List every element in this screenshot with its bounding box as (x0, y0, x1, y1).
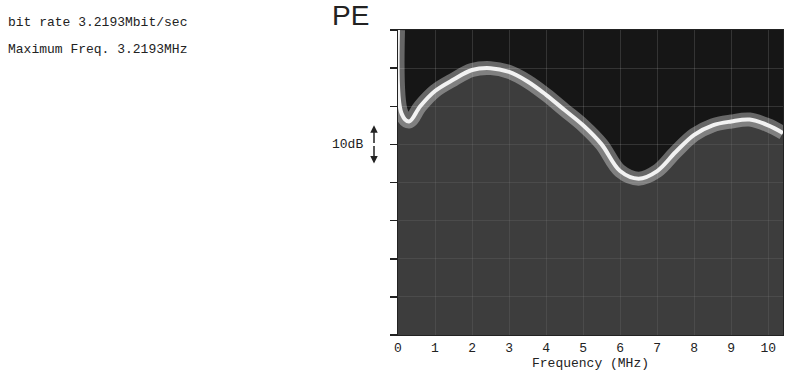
svg-text:bit rate 3.2193Mbit/sec: bit rate 3.2193Mbit/sec (8, 15, 187, 30)
svg-text:7: 7 (653, 341, 661, 356)
svg-text:10: 10 (760, 341, 776, 356)
svg-text:Maximum Freq. 3.2193MHz: Maximum Freq. 3.2193MHz (8, 42, 187, 57)
svg-text:0: 0 (394, 341, 402, 356)
svg-text:Frequency (MHz): Frequency (MHz) (532, 356, 649, 371)
svg-text:1: 1 (431, 341, 439, 356)
svg-text:6: 6 (616, 341, 624, 356)
svg-text:9: 9 (727, 341, 735, 356)
svg-text:10dB: 10dB (332, 137, 363, 152)
svg-text:4: 4 (542, 341, 550, 356)
svg-text:2: 2 (468, 341, 476, 356)
svg-text:PE: PE (332, 0, 369, 31)
svg-text:8: 8 (690, 341, 698, 356)
svg-text:5: 5 (579, 341, 587, 356)
svg-text:3: 3 (505, 341, 513, 356)
